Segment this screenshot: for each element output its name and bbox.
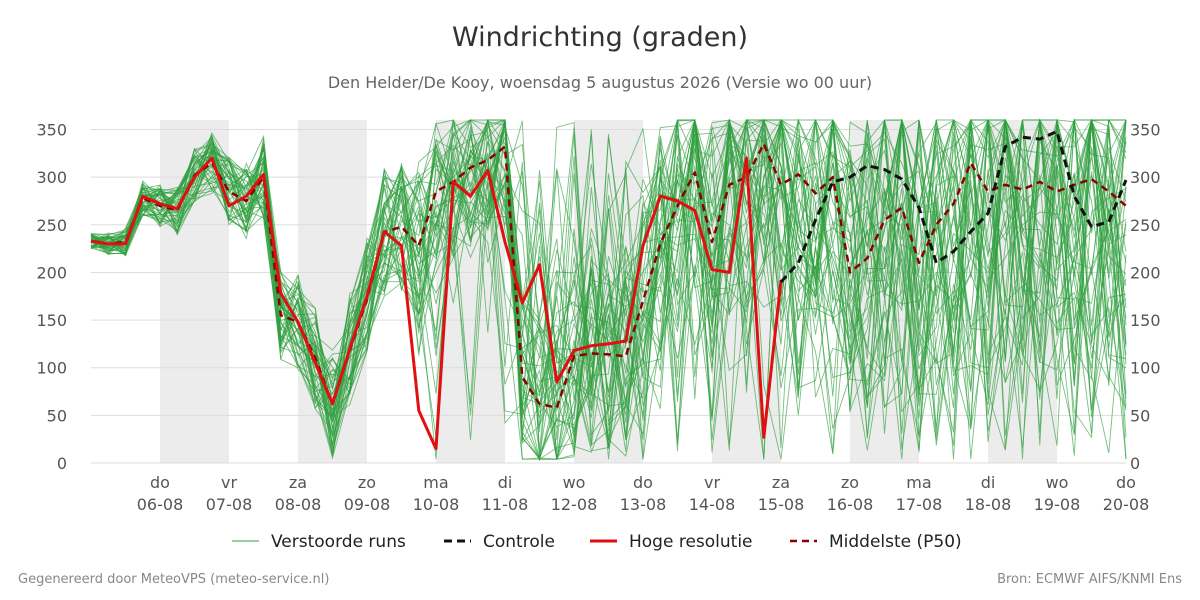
- y-tick-label-left: 100: [36, 359, 67, 378]
- x-tick-date: 19-08: [1034, 495, 1081, 514]
- y-tick-label-right: 150: [1130, 311, 1161, 330]
- x-tick-date: 06-08: [137, 495, 184, 514]
- ensemble-run-line: [90, 118, 1127, 432]
- footer-source: Bron: ECMWF AIFS/KNMI Ens: [997, 572, 1182, 587]
- ensemble-run-line: [90, 118, 1127, 460]
- ensemble-run-line: [90, 118, 1127, 453]
- x-tick-day: ma: [906, 473, 931, 492]
- x-tick-date: 12-08: [551, 495, 598, 514]
- legend-control-label: Controle: [483, 532, 555, 552]
- x-tick-date: 17-08: [896, 495, 943, 514]
- y-tick-label-left: 50: [47, 406, 67, 425]
- y-tick-label-left: 200: [36, 263, 67, 282]
- legend-median-label: Middelste (P50): [829, 532, 962, 552]
- x-tick-date: 13-08: [620, 495, 667, 514]
- legend-high-res-label: Hoge resolutie: [629, 532, 753, 552]
- footer-generated-by: Gegenereerd door MeteoVPS (meteo-service…: [18, 572, 330, 587]
- y-tick-label-left: 150: [36, 311, 67, 330]
- y-tick-label-right: 50: [1130, 406, 1150, 425]
- y-tick-label-right: 250: [1130, 216, 1161, 235]
- chart-title: Windrichting (graden): [451, 22, 749, 53]
- ensemble-run-line: [90, 118, 1127, 423]
- x-tick-date: 20-08: [1103, 495, 1150, 514]
- y-tick-label-right: 0: [1130, 454, 1140, 473]
- x-tick-day: vr: [221, 473, 237, 492]
- control-line: [779, 129, 1128, 284]
- y-tick-label-right: 350: [1130, 121, 1161, 140]
- x-tick-date: 10-08: [413, 495, 460, 514]
- x-tick-date: 08-08: [275, 495, 322, 514]
- y-tick-label-left: 300: [36, 168, 67, 187]
- ensemble-run-line: [90, 118, 1127, 454]
- ensemble-run-line: [90, 118, 1127, 459]
- x-tick-date: 07-08: [206, 495, 253, 514]
- x-tick-date: 11-08: [482, 495, 529, 514]
- y-tick-label-left: 0: [57, 454, 67, 473]
- x-tick-day: ma: [423, 473, 448, 492]
- x-axis: do 06-08 vr 07-08 za 08-08 zo 09-08 ma 10-08 di 11-…: [137, 473, 1150, 514]
- x-tick-date: 15-08: [758, 495, 805, 514]
- x-tick-day: do: [1116, 473, 1136, 492]
- y-tick-label-left: 250: [36, 216, 67, 235]
- x-tick-day: zo: [358, 473, 376, 492]
- x-tick-date: 14-08: [689, 495, 736, 514]
- x-tick-day: za: [289, 473, 307, 492]
- chart-subtitle: Den Helder/De Kooy, woensdag 5 augustus …: [327, 73, 873, 92]
- x-tick-date: 09-08: [344, 495, 391, 514]
- y-axis-left: 0 50 100 150 200 250 300 350: [36, 121, 67, 473]
- x-tick-day: za: [772, 473, 790, 492]
- main-series: [90, 129, 1128, 451]
- high-res-line: [90, 156, 783, 451]
- x-tick-day: zo: [841, 473, 859, 492]
- ensemble-run-line: [90, 118, 1127, 446]
- ensemble-run-line: [90, 119, 1127, 454]
- x-tick-day: di: [981, 473, 996, 492]
- legend-ensemble-label: Verstoorde runs: [271, 532, 406, 552]
- median-line: [90, 142, 1127, 409]
- x-tick-day: do: [633, 473, 653, 492]
- ensemble-run-line: [90, 119, 1127, 438]
- y-tick-label-right: 200: [1130, 263, 1161, 282]
- ensemble-run-line: [90, 118, 1127, 460]
- y-axis-right: 0 50 100 150 200 250 300 350: [1130, 121, 1161, 473]
- x-tick-date: 16-08: [827, 495, 874, 514]
- x-tick-day: do: [150, 473, 170, 492]
- ensemble-run-line: [90, 119, 1127, 430]
- x-tick-date: 18-08: [965, 495, 1012, 514]
- y-tick-label-left: 350: [36, 121, 67, 140]
- x-tick-day: wo: [1046, 473, 1069, 492]
- y-tick-label-right: 100: [1130, 359, 1161, 378]
- y-tick-label-right: 300: [1130, 168, 1161, 187]
- x-tick-day: vr: [704, 473, 720, 492]
- x-tick-day: di: [498, 473, 513, 492]
- legend: Verstoorde runs Controle Hoge resolutie Mid…: [232, 532, 962, 552]
- ensemble-run-line: [90, 119, 1127, 460]
- x-tick-day: wo: [563, 473, 586, 492]
- ensemble-run-line: [90, 118, 1127, 460]
